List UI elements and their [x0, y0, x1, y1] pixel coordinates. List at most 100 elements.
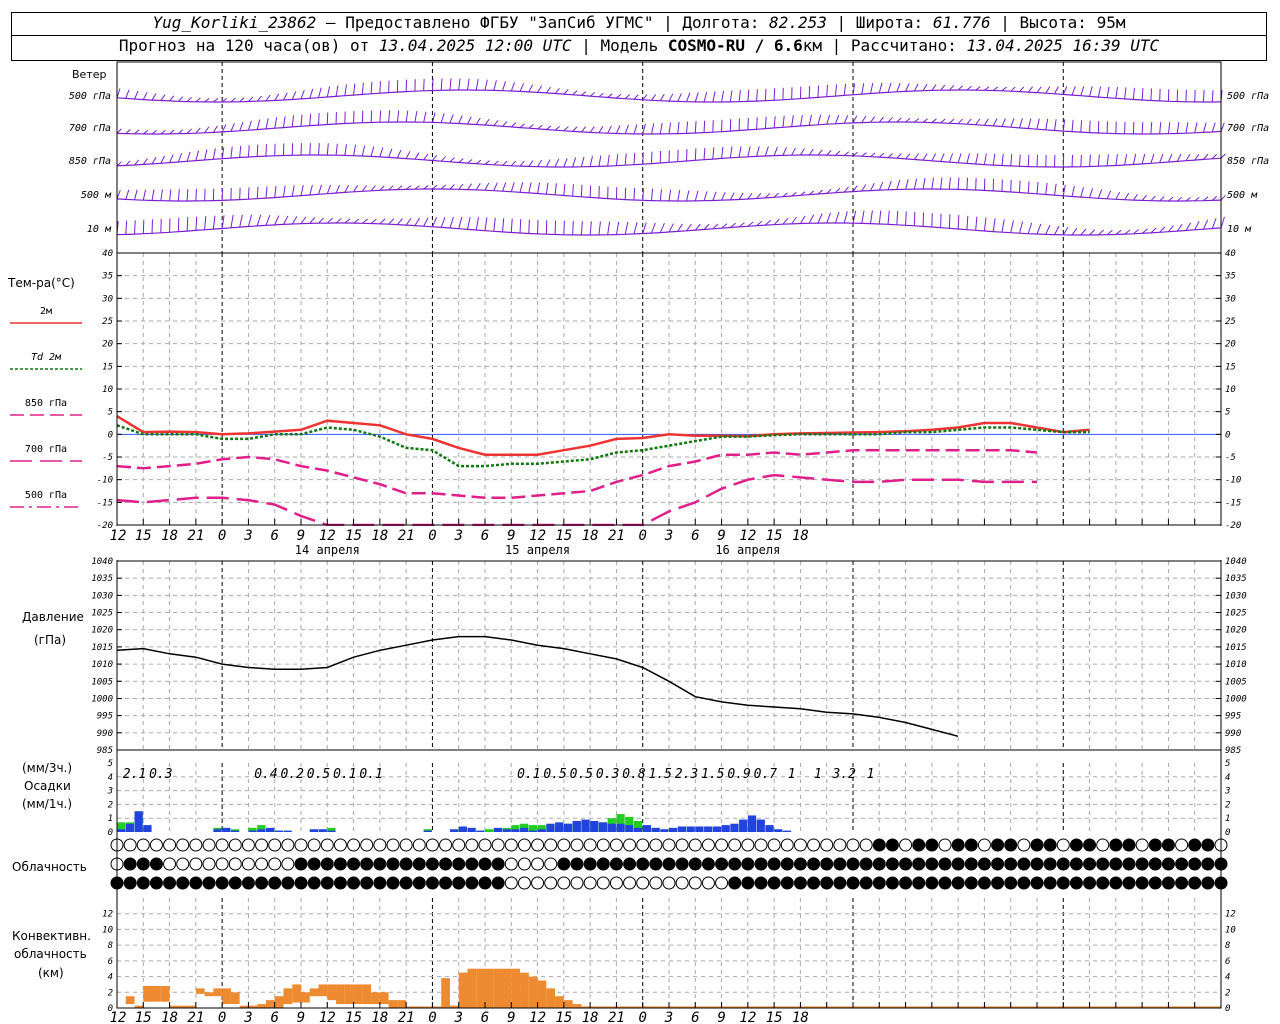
wind-barb — [966, 153, 971, 164]
precip-bar-blue — [651, 827, 660, 832]
cloud-symbol — [1188, 838, 1202, 852]
cloud-symbol — [728, 838, 742, 852]
wind-barb — [835, 114, 840, 124]
wind-barb — [651, 222, 656, 234]
wind-barb — [449, 114, 454, 124]
temp-series-line — [116, 424, 1090, 468]
wind-barb — [1211, 122, 1216, 133]
wind-barb — [843, 186, 849, 193]
wind-barb — [186, 151, 191, 162]
precip-tick: 3 — [1224, 787, 1230, 797]
cloud-symbol — [425, 857, 439, 871]
conv-bar — [590, 1006, 599, 1008]
cloud-symbol — [715, 838, 729, 852]
wind-barb — [423, 185, 429, 190]
cloud-symbol — [1096, 857, 1110, 871]
wind-barb — [1176, 153, 1182, 162]
hour-label-temp: 3 — [664, 528, 673, 544]
precip-bar-green — [117, 822, 126, 832]
y-tick-label: 985 — [97, 746, 113, 756]
cloud-symbol — [885, 838, 899, 852]
wind-barb — [370, 146, 375, 157]
wind-barb — [221, 147, 225, 159]
wind-barb — [1141, 153, 1146, 165]
wind-barb — [1211, 195, 1218, 201]
precip-bar-blue — [669, 827, 678, 832]
wind-barb — [1211, 218, 1217, 229]
wind-barb — [1220, 195, 1226, 201]
wind-barb — [712, 91, 716, 103]
cloud-symbol — [701, 838, 715, 852]
cloud-symbol — [951, 876, 965, 890]
wind-barb — [694, 148, 697, 161]
precip-total: 0.1 — [517, 767, 540, 782]
hour-label-temp: 18 — [792, 528, 809, 544]
cloud-symbol — [531, 876, 545, 890]
wind-barb — [1080, 186, 1084, 198]
wind-barb — [1159, 196, 1165, 202]
cloud-symbol — [517, 876, 531, 890]
cloud-title: Облачность — [12, 860, 87, 874]
wind-barb — [528, 84, 534, 93]
wind-barb — [1027, 181, 1030, 194]
wind-barb — [598, 92, 604, 98]
conv-tick: 6 — [108, 957, 113, 967]
wind-barb — [221, 124, 227, 133]
wind-barb — [677, 93, 682, 102]
cloud-symbol — [241, 876, 255, 890]
cloud-symbol — [149, 838, 163, 852]
cloud-symbol — [176, 876, 190, 890]
cloud-symbol — [715, 857, 729, 871]
wind-barb — [633, 188, 636, 200]
wind-barb — [642, 188, 645, 201]
precip-bar-blue — [537, 829, 546, 832]
conv-bar — [362, 984, 372, 1005]
cloud-symbol — [215, 857, 229, 871]
wind-barb — [1036, 223, 1042, 235]
wind-barb — [1054, 119, 1057, 131]
precip-total: 1 — [814, 767, 822, 782]
wind-barb — [335, 184, 341, 194]
wind-barb — [519, 83, 525, 92]
wind-barb — [940, 177, 943, 190]
precip-total: 0.3 — [149, 767, 172, 782]
wind-barb — [239, 214, 243, 228]
wind-barb — [756, 220, 763, 227]
wind-barb — [554, 158, 560, 168]
wind-barb — [545, 86, 551, 94]
wind-barb — [1089, 188, 1094, 198]
wind-barb — [957, 85, 963, 91]
hour-label-conv: 6 — [270, 1010, 278, 1024]
wind-barb — [1080, 86, 1085, 96]
y-tick-label: 990 — [1225, 729, 1241, 739]
cloud-symbol — [294, 838, 308, 852]
wind-barb — [1010, 118, 1015, 128]
precip-bar-blue — [660, 829, 669, 832]
cloud-symbol — [741, 876, 755, 890]
y-tick-label: 1030 — [91, 591, 113, 601]
hour-label-temp: 12 — [110, 528, 127, 544]
forecast-prefix: Прогноз на 120 часа(ов) от — [118, 36, 379, 55]
cloud-symbol — [741, 838, 755, 852]
precip-bar-blue — [546, 823, 555, 832]
conv-bar — [379, 992, 389, 1005]
wind-barb — [335, 143, 338, 156]
wind-barb — [1018, 180, 1021, 193]
hour-label-conv: 12 — [529, 1010, 546, 1024]
precip-bar-blue — [423, 830, 432, 832]
conv-tick: 12 — [1225, 910, 1236, 920]
wind-barb — [808, 214, 815, 224]
wind-barb — [502, 160, 508, 166]
hour-label-conv: 3 — [243, 1010, 252, 1024]
wind-barb — [309, 184, 313, 196]
cloud-symbol — [780, 838, 794, 852]
cloud-symbol — [872, 838, 886, 852]
wind-barb — [730, 222, 736, 228]
wind-barb — [992, 218, 996, 232]
cloud-symbol — [136, 857, 150, 871]
wind-barb — [177, 153, 183, 163]
y-tick-label: 15 — [102, 362, 113, 372]
precip-bar-blue — [318, 829, 327, 832]
wind-barb — [1027, 154, 1030, 167]
y-tick-label: 1005 — [91, 677, 113, 687]
